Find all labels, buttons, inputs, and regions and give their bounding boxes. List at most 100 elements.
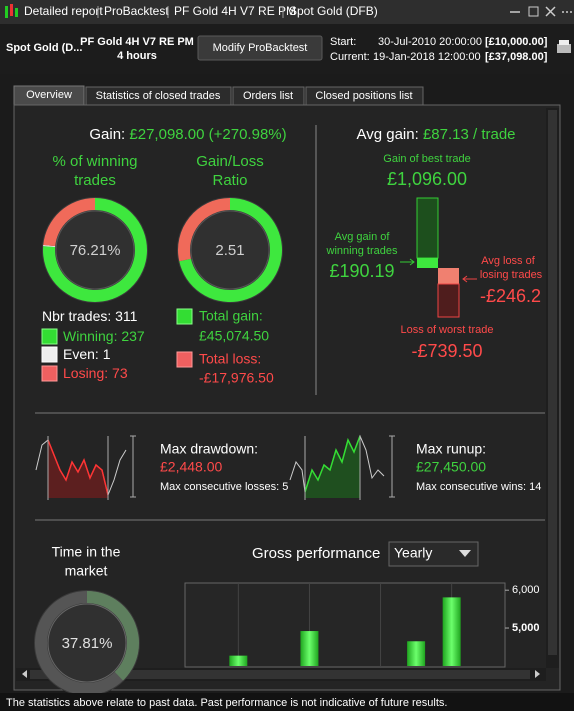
donut-segment: [178, 198, 230, 262]
tab[interactable]: Orders list: [243, 90, 293, 102]
window-tab[interactable]: Detailed report: [24, 4, 103, 18]
footer-bar: [0, 693, 574, 711]
time-title: Time in the: [52, 544, 121, 560]
gain-label: Gain:: [89, 126, 125, 143]
time-value: 37.81%: [62, 635, 113, 652]
worst-trade-value: -£739.50: [411, 341, 482, 361]
time-title: market: [65, 563, 108, 579]
legend-swatch: [41, 365, 58, 382]
winning-title: trades: [74, 172, 116, 189]
arrow: [462, 275, 477, 283]
tab[interactable]: Statistics of closed trades: [96, 90, 221, 102]
winning: Winning: 237: [63, 328, 145, 344]
bar: [442, 597, 461, 666]
maximize-button[interactable]: [528, 6, 539, 17]
avg-losing-value: -£246.2: [480, 286, 541, 306]
avg-gain-value: £87.13 / trade: [423, 126, 516, 143]
footer-note: The statistics above relate to past data…: [6, 697, 447, 709]
avg-gain: Avg gain: £87.13 / trade: [356, 126, 515, 143]
tab[interactable]: Closed positions list: [315, 90, 412, 102]
gain-value: £27,098.00 (+270.98%): [129, 126, 286, 143]
bar: [407, 641, 426, 666]
start-date: 30-Jul-2010 20:00:00: [378, 36, 482, 48]
donuts: [34, 197, 283, 696]
winning-count: 237: [121, 328, 145, 344]
window-tab[interactable]: Spot Gold (DFB): [289, 4, 378, 18]
winning-title: % of winning: [52, 153, 137, 170]
window-tab[interactable]: PF Gold 4H V7 RE PM: [174, 4, 296, 18]
ratio-value: 2.51: [215, 242, 244, 259]
button-label[interactable]: Modify ProBacktest: [213, 42, 308, 54]
current-capital: [£37,098.00]: [485, 51, 548, 63]
donut-hole: [47, 603, 127, 683]
avg-gain-bar: [417, 258, 438, 268]
dropdown-arrow[interactable]: [459, 550, 471, 557]
total-loss-value: -£17,976.50: [199, 370, 274, 386]
avg-loss-bar: [438, 268, 459, 284]
nbr-trades-label: Nbr trades:: [42, 308, 111, 324]
worst-trade-bar: [437, 283, 460, 318]
losing-count: 73: [112, 365, 128, 381]
gross-title: Gross performance: [252, 545, 380, 562]
arrow: [400, 258, 415, 266]
timeframe: 4 hours: [117, 50, 157, 62]
avg-winning-value: £190.19: [329, 261, 394, 281]
y-tick-label: 5,000: [512, 622, 540, 634]
avg-gain-label: Avg gain:: [356, 126, 418, 143]
even-count: 1: [103, 346, 111, 362]
total-loss-label: Total loss:: [199, 351, 261, 367]
donut-segment: [87, 591, 139, 681]
app-icon: [5, 4, 18, 18]
worst-trade-label: Loss of worst trade: [401, 324, 494, 336]
ratio-title: Gain/Loss: [196, 153, 264, 170]
close-button[interactable]: [545, 6, 556, 17]
even: Even: 1: [63, 346, 111, 362]
menu-button[interactable]: [562, 11, 572, 13]
winning-label: Winning:: [63, 328, 117, 344]
current-label: Current:: [330, 51, 370, 63]
tab[interactable]: Overview: [26, 89, 72, 101]
runup-sparkline: [289, 434, 395, 500]
avg-losing-label: losing trades: [480, 269, 543, 281]
total-gain-value: £45,074.50: [199, 328, 269, 344]
best-trade-bar: [416, 197, 439, 259]
title-bar: [0, 0, 574, 24]
legend-swatch: [176, 308, 193, 325]
scroll-thumb[interactable]: [30, 670, 530, 679]
gross-chart: 6,000 5,000: [229, 583, 540, 667]
nbr-trades: Nbr trades: 311: [42, 308, 138, 324]
avg-losing-label: Avg loss of: [481, 255, 536, 267]
drawdown-sparkline: [35, 435, 136, 500]
runup-note: Max consecutive wins: 14: [416, 481, 541, 493]
donut-segment: [43, 245, 56, 247]
bar: [229, 655, 248, 666]
system-name: PF Gold 4H V7 RE PM: [80, 36, 194, 48]
print-icon[interactable]: [557, 40, 571, 53]
runup-label: Max runup:: [416, 441, 486, 457]
scroll-thumb[interactable]: [548, 110, 557, 655]
losing: Losing: 73: [63, 365, 128, 381]
start-label: Start:: [330, 36, 356, 48]
drawdown-note: Max consecutive losses: 5: [160, 481, 288, 493]
instrument: Spot Gold (D...: [6, 42, 82, 54]
runup-value: £27,450.00: [416, 459, 486, 475]
window-tab[interactable]: ProBacktest: [104, 4, 169, 18]
current-date: 19-Jan-2018 12:00:00: [373, 51, 481, 63]
period-value[interactable]: Yearly: [394, 545, 432, 561]
y-tick-label: 6,000: [512, 584, 540, 596]
total-gain-label: Total gain:: [199, 308, 263, 324]
gain: Gain: £27,098.00 (+270.98%): [89, 126, 286, 143]
winning-pct: 76.21%: [70, 242, 121, 259]
drawdown-value: £2,448.00: [160, 459, 222, 475]
start-capital: [£10,000.00]: [485, 36, 548, 48]
donut-hole: [55, 210, 135, 290]
avg-winning-label: winning trades: [326, 245, 398, 257]
avg-winning-label: Avg gain of: [335, 231, 391, 243]
nbr-trades-value: 311: [115, 308, 138, 324]
losing-label: Losing:: [63, 365, 108, 381]
legend-swatch: [41, 328, 58, 345]
best-trade-value: £1,096.00: [387, 169, 467, 189]
modify-button[interactable]: [197, 35, 323, 61]
